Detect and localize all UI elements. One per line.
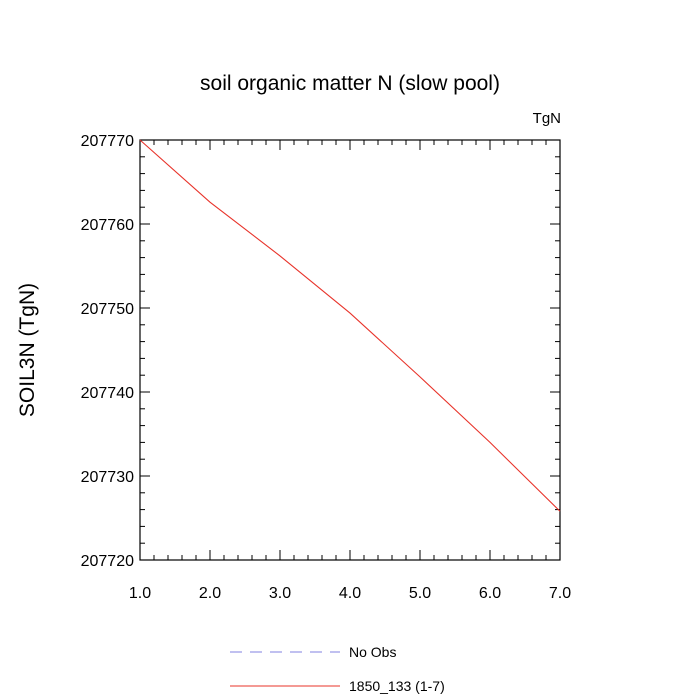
legend-label-1: 1850_133 (1-7): [349, 678, 445, 694]
y-tick-label: 207740: [81, 385, 134, 402]
x-tick-label: 2.0: [199, 585, 221, 602]
series-line-1: [139, 139, 561, 512]
x-tick-label: 5.0: [409, 585, 431, 602]
y-axis-label: SOIL3N (TgN): [16, 283, 39, 417]
units-label: TgN: [533, 110, 561, 127]
y-tick-label: 207720: [81, 553, 134, 570]
x-tick-label: 4.0: [339, 585, 361, 602]
chart-title: soil organic matter N (slow pool): [200, 72, 500, 95]
data-series: [139, 139, 561, 512]
x-tick-label: 6.0: [479, 585, 501, 602]
y-tick-label: 207770: [81, 133, 134, 150]
legend: No Obs 1850_133 (1-7): [230, 644, 445, 694]
x-tick-label: 3.0: [269, 585, 291, 602]
legend-label-0: No Obs: [349, 644, 396, 660]
y-tick-label: 207760: [81, 217, 134, 234]
x-tick-label: 1.0: [129, 585, 151, 602]
y-tick-label: 207730: [81, 469, 134, 486]
axis-ticks: [139, 139, 561, 561]
x-tick-label: 7.0: [549, 585, 571, 602]
y-tick-label: 207750: [81, 301, 134, 318]
plot-frame: [139, 139, 561, 561]
axis-tick-labels: 1.0 2.0 3.0 4.0 5.0 6.0 7.0 207720 207730 207740 2…: [81, 133, 572, 602]
